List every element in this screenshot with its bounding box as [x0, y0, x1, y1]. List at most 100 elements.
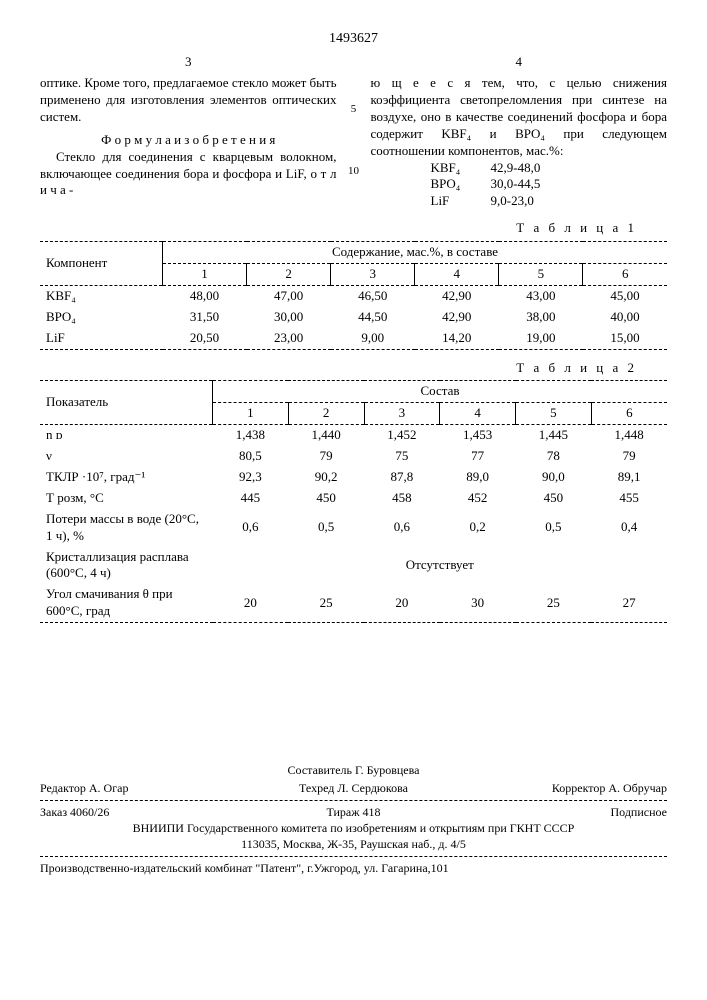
t2-cell: 89,1	[591, 467, 667, 488]
t2-cell: 1,453	[440, 425, 516, 446]
footer-addr1: 113035, Москва, Ж-35, Раушская наб., д. …	[40, 837, 667, 853]
t1-row-label: LiF	[40, 328, 163, 349]
t2-row-label: Угол смачивания θ при 600°C, град	[40, 584, 213, 622]
table-row: ТКЛР ·10⁷, град⁻¹92,390,287,889,090,089,…	[40, 467, 667, 488]
table-row: n ᴅ1,4381,4401,4521,4531,4451,448	[40, 425, 667, 446]
t2-cell: 25	[288, 584, 364, 622]
t2-cell: 455	[591, 488, 667, 509]
t2-cell: 452	[440, 488, 516, 509]
t2-cell: 75	[364, 446, 440, 467]
t2-cell: 77	[440, 446, 516, 467]
table-row: Т розм, °C445450458452450455	[40, 488, 667, 509]
t2-cell: 20	[213, 584, 289, 622]
t2-row-label: Т розм, °C	[40, 488, 213, 509]
t2-cell: 79	[591, 446, 667, 467]
t1-cell: 23,00	[247, 328, 331, 349]
t2-cell: 1,440	[288, 425, 364, 446]
comp-value: 42,9-48,0	[491, 160, 571, 177]
t2-cell: 89,0	[440, 467, 516, 488]
footer-org: ВНИИПИ Государственного комитета по изоб…	[40, 821, 667, 837]
t1-col: 2	[247, 263, 331, 285]
footer-sostavitel: Составитель Г. Буровцева	[40, 763, 667, 779]
table-row: LiF20,5023,009,0014,2019,0015,00	[40, 328, 667, 349]
t2-row-label: n ᴅ	[40, 425, 213, 446]
t1-col: 5	[499, 263, 583, 285]
comp-label: LiF	[431, 193, 491, 210]
text-columns: 3 оптике. Кроме того, предлагаемое стекл…	[40, 54, 667, 210]
t2-row-label: Потери массы в воде (20°C, 1 ч), %	[40, 509, 213, 547]
footer-zakaz: Заказ 4060/26	[40, 805, 249, 821]
footer-row2: Редактор А. Огар Техред Л. Сердюкова Кор…	[40, 781, 667, 797]
table2-title: Т а б л и ц а 2	[40, 360, 637, 377]
t2-cell: 78	[516, 446, 592, 467]
t1-cell: 9,00	[331, 328, 415, 349]
t2-cell: 1,452	[364, 425, 440, 446]
t1-cell: 44,50	[331, 307, 415, 328]
t2-header-left: Показатель	[40, 381, 213, 425]
footer-block: Составитель Г. Буровцева Редактор А. Ога…	[40, 763, 667, 877]
t2-col: 3	[364, 403, 440, 425]
t2-row-label: ТКЛР ·10⁷, град⁻¹	[40, 467, 213, 488]
t2-cell: 1,438	[213, 425, 289, 446]
table-row: KBF₄48,0047,0046,5042,9043,0045,00	[40, 285, 667, 306]
left-column: 3 оптике. Кроме того, предлагаемое стекл…	[40, 54, 337, 210]
table-2: Показатель Состав 1 2 3 4 5 6 n ᴅ1,4381,…	[40, 380, 667, 623]
page-num-right: 4	[371, 54, 668, 71]
t1-cell: 42,90	[415, 285, 499, 306]
comp-row: KBF₄42,9-48,0	[431, 160, 668, 177]
t2-cell: 20	[364, 584, 440, 622]
t2-row-label: ν	[40, 446, 213, 467]
t1-header-span: Содержание, мас.%, в составе	[163, 242, 668, 264]
t1-cell: 31,50	[163, 307, 247, 328]
t2-cell: 92,3	[213, 467, 289, 488]
component-list: KBF₄42,9-48,0 BPO₄30,0-44,5 LiF9,0-23,0	[431, 160, 668, 211]
t1-col: 3	[331, 263, 415, 285]
comp-value: 30,0-44,5	[491, 176, 571, 193]
t1-cell: 45,00	[583, 285, 667, 306]
t2-cell: 25	[516, 584, 592, 622]
t2-cell: 90,2	[288, 467, 364, 488]
right-column: 4 ю щ е е с я тем, что, с целью снижения…	[371, 54, 668, 210]
t2-row-label: Кристаллизация расплава (600°C, 4 ч)	[40, 547, 213, 585]
footer-podpisnoe: Подписное	[458, 805, 667, 821]
left-para-2: Стекло для соединения с кварцевым волокн…	[40, 149, 337, 200]
t2-cell: 458	[364, 488, 440, 509]
table-row: BPO₄31,5030,0044,5042,9038,0040,00	[40, 307, 667, 328]
t2-cell: 87,8	[364, 467, 440, 488]
t1-cell: 42,90	[415, 307, 499, 328]
t1-cell: 38,00	[499, 307, 583, 328]
table-row: ν80,57975777879	[40, 446, 667, 467]
t2-col: 5	[516, 403, 592, 425]
t1-col: 1	[163, 263, 247, 285]
t2-cell: 0,5	[288, 509, 364, 547]
t1-cell: 19,00	[499, 328, 583, 349]
t2-cell: 0,5	[516, 509, 592, 547]
footer-redaktor: Редактор А. Огар	[40, 781, 249, 797]
t2-cell: 445	[213, 488, 289, 509]
table-1: Компонент Содержание, мас.%, в составе 1…	[40, 241, 667, 349]
t2-cell: 0,6	[364, 509, 440, 547]
table-row: Угол смачивания θ при 600°C, град2025203…	[40, 584, 667, 622]
t1-cell: 30,00	[247, 307, 331, 328]
t2-cell: 1,445	[516, 425, 592, 446]
t2-col: 6	[591, 403, 667, 425]
t1-cell: 15,00	[583, 328, 667, 349]
t2-cell: 30	[440, 584, 516, 622]
t1-cell: 47,00	[247, 285, 331, 306]
footer-tirazh: Тираж 418	[249, 805, 458, 821]
line-numbers: 5 10	[347, 54, 361, 210]
t1-cell: 48,00	[163, 285, 247, 306]
t1-header-component: Компонент	[40, 242, 163, 286]
t1-row-label: BPO₄	[40, 307, 163, 328]
t2-cell: 0,6	[213, 509, 289, 547]
comp-row: LiF9,0-23,0	[431, 193, 668, 210]
comp-row: BPO₄30,0-44,5	[431, 176, 668, 193]
footer-tehred: Техред Л. Сердюкова	[249, 781, 458, 797]
t1-cell: 20,50	[163, 328, 247, 349]
t2-span-cell: Отсутствует	[213, 547, 668, 585]
t2-cell: 27	[591, 584, 667, 622]
t1-cell: 43,00	[499, 285, 583, 306]
t2-col: 1	[213, 403, 289, 425]
t1-cell: 40,00	[583, 307, 667, 328]
page-num-left: 3	[40, 54, 337, 71]
